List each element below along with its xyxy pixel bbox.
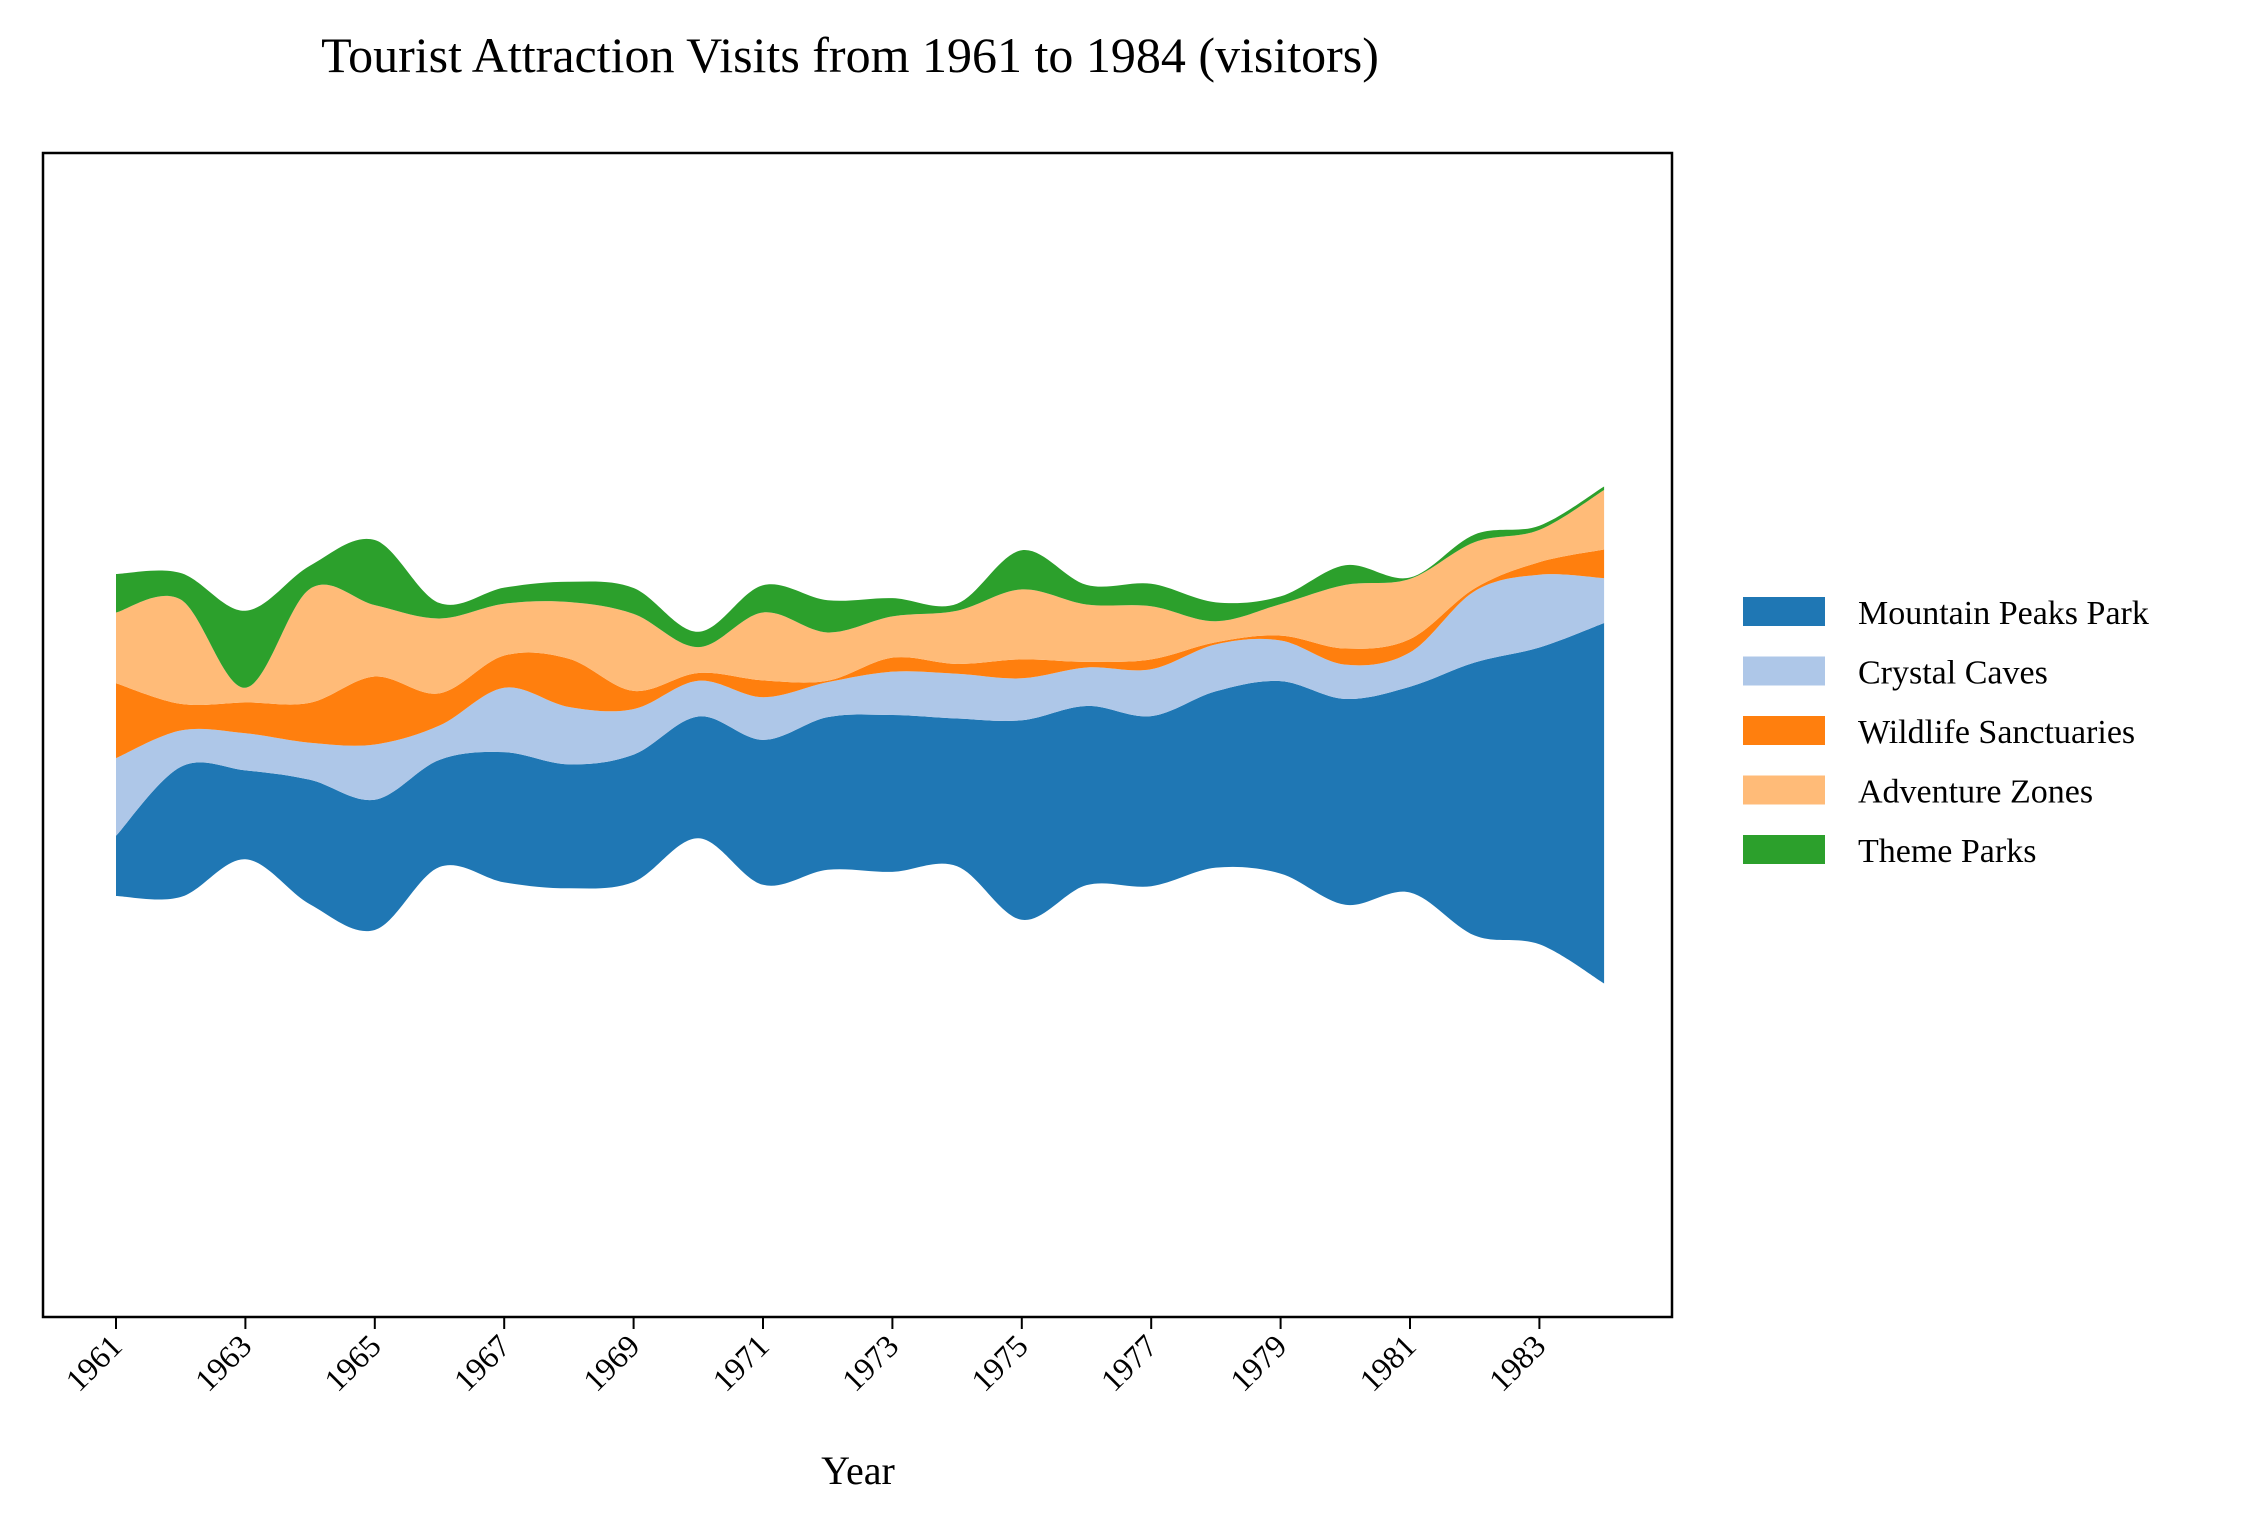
x-axis-label: Year bbox=[821, 1448, 895, 1493]
x-tick-label: 1983 bbox=[1482, 1327, 1553, 1398]
x-tick-label: 1965 bbox=[317, 1327, 388, 1398]
plot-frame bbox=[41, 151, 1674, 1319]
stream-layers bbox=[116, 486, 1605, 984]
stream-crystal-caves bbox=[116, 574, 1605, 836]
legend-label: Theme Parks bbox=[1858, 833, 2036, 870]
stream-theme-parks bbox=[116, 486, 1605, 688]
legend-label: Adventure Zones bbox=[1858, 774, 2093, 811]
legend-label: Mountain Peaks Park bbox=[1858, 595, 2149, 632]
x-tick-label: 1967 bbox=[446, 1327, 517, 1398]
chart-title: Tourist Attraction Visits from 1961 to 1… bbox=[321, 27, 1379, 83]
legend-swatch bbox=[1743, 716, 1825, 745]
legend: Mountain Peaks Park Crystal Caves Wildlife… bbox=[1743, 595, 2149, 870]
x-tick-label: 1975 bbox=[964, 1327, 1035, 1398]
stream-adventure-zones bbox=[116, 490, 1605, 706]
x-tick-label: 1971 bbox=[705, 1327, 776, 1398]
x-tick-label: 1963 bbox=[188, 1327, 259, 1398]
x-tick-label: 1973 bbox=[835, 1327, 906, 1398]
x-tick-label: 1979 bbox=[1223, 1327, 1294, 1398]
x-tick-label: 1977 bbox=[1093, 1327, 1164, 1398]
legend-label: Wildlife Sanctuaries bbox=[1858, 714, 2135, 751]
x-axis: 1961 1963 1965 1967 1969 1971 1973 1975 1977 1979… bbox=[58, 1317, 1552, 1398]
legend-swatch bbox=[1743, 597, 1825, 626]
legend-swatch bbox=[1743, 775, 1825, 805]
x-tick-label: 1969 bbox=[576, 1327, 647, 1398]
legend-swatch bbox=[1743, 656, 1825, 686]
legend-swatch bbox=[1743, 835, 1825, 864]
legend-label: Crystal Caves bbox=[1858, 655, 2048, 692]
stream-mountain-peaks-park bbox=[116, 623, 1605, 984]
x-tick-label: 1981 bbox=[1352, 1327, 1423, 1398]
x-tick-label: 1961 bbox=[58, 1327, 129, 1398]
